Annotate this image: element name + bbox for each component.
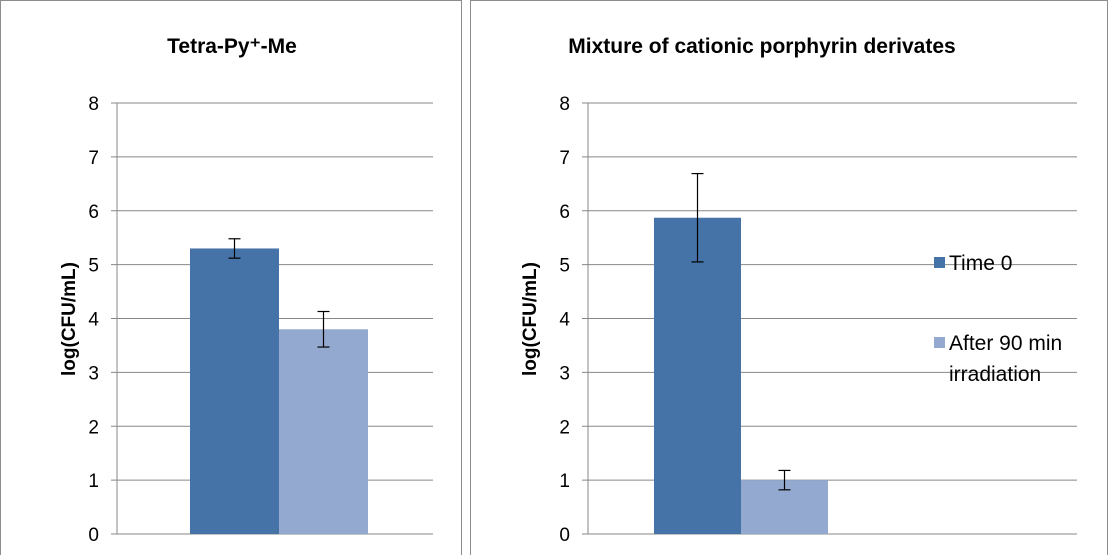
- y-tick-label: 4: [88, 310, 99, 331]
- error-bar-series-0: [691, 172, 704, 263]
- y-tick-label: 0: [559, 525, 570, 546]
- y-tick-label: 5: [559, 256, 570, 277]
- y-tick-label: 6: [559, 202, 570, 223]
- legend-label-time-0: Time 0: [949, 252, 1012, 275]
- y-tick-label: 8: [559, 94, 570, 115]
- y-tick-label: 1: [559, 471, 570, 492]
- bar-series-1: [279, 329, 368, 534]
- y-tick-label: 4: [559, 310, 570, 331]
- error-bar-series-0: [228, 238, 241, 259]
- chart-right-svg: Mixture of cationic porphyrin derivates …: [520, 35, 1077, 546]
- y-tick-label: 2: [88, 417, 99, 438]
- chart-title: Mixture of cationic porphyrin derivates: [568, 35, 955, 58]
- legend-label-after-90-min-line-1: After 90 min: [949, 332, 1062, 355]
- y-tick-label: 7: [559, 148, 570, 169]
- y-tick-label: 8: [88, 94, 99, 115]
- y-tick-label: 6: [88, 202, 99, 223]
- error-bar-series-1: [317, 310, 330, 348]
- legend-label-after-90-min-line-2: irradiation: [949, 363, 1041, 386]
- legend-swatch-time-0: [934, 257, 945, 268]
- legend: Time 0 After 90 min irradiation: [934, 252, 1062, 386]
- y-tick-label: 0: [88, 525, 99, 546]
- error-bar-series-1: [778, 469, 791, 491]
- chart-panel-left: Tetra-Py⁺-Me 0 1 2 3 4 5 6 7 8 log(CFU/mL): [0, 0, 462, 555]
- bar-series-0: [190, 248, 279, 534]
- y-tick-label: 1: [88, 471, 99, 492]
- chart-title: Tetra-Py⁺-Me: [167, 35, 297, 58]
- y-axis-label: log(CFU/mL): [520, 262, 541, 376]
- y-tick-label: 2: [559, 417, 570, 438]
- y-axis-label: log(CFU/mL): [59, 262, 80, 376]
- y-tick-label: 5: [88, 256, 99, 277]
- bar-series-0: [654, 217, 741, 534]
- chart-panel-right: Mixture of cationic porphyrin derivates …: [470, 0, 1108, 555]
- chart-left-svg: Tetra-Py⁺-Me 0 1 2 3 4 5 6 7 8 log(CFU/mL): [59, 35, 433, 546]
- y-tick-label: 3: [88, 363, 99, 384]
- y-tick-label: 7: [88, 148, 99, 169]
- legend-swatch-after-90-min: [934, 337, 945, 348]
- y-tick-label: 3: [559, 363, 570, 384]
